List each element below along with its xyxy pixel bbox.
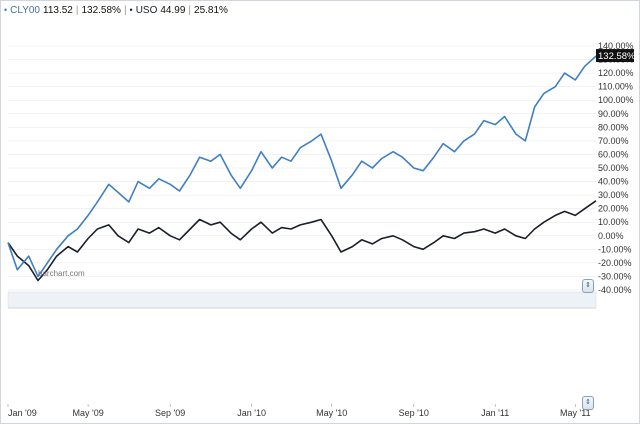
watermark-text: barchart.com [38,269,85,278]
y-tick-label: -10.00% [598,244,632,254]
y-tick-label: 90.00% [598,109,629,119]
x-tick-label: May '09 [72,408,103,418]
x-tick-label: Jan '11 [481,408,509,418]
lower-panel-scroll-button[interactable]: ⇕ [582,396,594,410]
legend-series2-change: 25.81% [194,4,228,16]
y-tick-label: 70.00% [598,136,629,146]
x-tick-label: Jan '10 [237,408,266,418]
y-tick-label: 0.00% [598,231,624,241]
legend-separator: | [123,4,127,16]
y-tick-label: 110.00% [598,82,633,92]
legend-separator: | [75,4,79,16]
legend-series1-change: 132.58% [81,4,121,16]
last-value-text: 132.58% [598,51,636,62]
series-line-uso [7,200,597,282]
x-tick-label: May '10 [316,408,347,418]
legend-series2-price: 44.99 [160,4,186,16]
y-tick-label: -20.00% [598,258,632,268]
y-tick-label: -40.00% [598,285,632,295]
y-tick-label: 20.00% [598,204,629,214]
series-line-cly00 [7,55,597,278]
panel-divider-strip [7,291,597,309]
y-tick-label: 140.00% [598,41,634,51]
x-tick-label: Sep '10 [399,408,429,418]
legend-series1-name[interactable]: CLY00 [10,4,40,16]
y-tick-label: 40.00% [598,177,629,187]
grid-layer [8,45,596,291]
x-tick-label: Sep '09 [155,408,185,418]
last-value-label: 132.58% [596,49,636,63]
chart-legend: • CLY00 113.52 | 132.58% | • USO 44.99 |… [4,3,228,17]
y-tick-label: -30.00% [598,271,632,281]
legend-series1-price: 113.52 [43,4,73,16]
legend-bullet-icon: • [4,5,8,15]
x-axis: Jan '09 May '09 Sep '09 Jan '10 May '10 Sep '… [7,404,591,418]
y-tick-label: 60.00% [598,149,629,159]
legend-separator: | [188,4,192,16]
x-tick-label: Jan '09 [8,408,37,418]
legend-series2-name[interactable]: USO [135,4,158,16]
y-tick-label: 30.00% [598,190,629,200]
legend-bullet-icon: • [129,5,133,15]
upper-panel-scroll-button[interactable]: ⇕ [582,279,594,293]
x-tick-label: May '11 [560,408,591,418]
y-tick-label: 120.00% [598,68,634,78]
series-layer [7,55,597,282]
y-axis: 140.00%130.00%120.00%110.00%100.00%90.00… [598,41,634,295]
y-tick-label: 10.00% [598,217,629,227]
y-tick-label: 80.00% [598,122,629,132]
y-tick-label: 50.00% [598,163,629,173]
y-tick-label: 100.00% [598,95,634,105]
